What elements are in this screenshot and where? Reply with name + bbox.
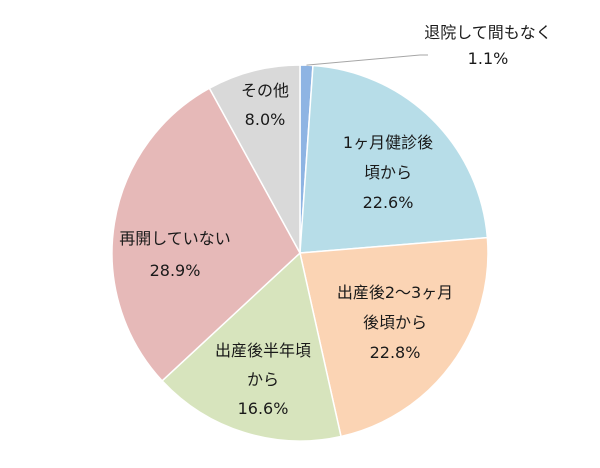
slice-label-line: 1.1% (468, 49, 509, 68)
slice-label-line: 28.9% (150, 261, 201, 280)
pie-slice-3 (161, 251, 342, 442)
slice-label-line: 1ヶ月健診後 (343, 133, 433, 152)
pie-slice-2 (299, 236, 489, 438)
pie-slice-5 (208, 64, 301, 254)
slice-label-2: 出産後2～3ヶ月後頃から 22.8% (337, 283, 453, 362)
slice-label-line: 後頃から (363, 313, 427, 332)
slice-label-line: 22.6% (363, 193, 414, 212)
slice-label-3: 出産後半年頃から 16.6% (215, 341, 311, 418)
pie-slice-1 (299, 64, 489, 254)
slice-label-line: 退院して間もなく (424, 23, 552, 42)
slice-label-line: から (247, 370, 279, 389)
leader-lines (306, 54, 428, 66)
slice-label-line: 出産後半年頃 (215, 341, 311, 360)
slice-labels: 退院して間もなく 1.1% 1ヶ月健診後頃から 22.6% 出産後2～3ヶ月後頃から 22… (119, 23, 552, 418)
slice-label-5: その他 8.0% (241, 81, 289, 129)
slice-label-line: 出産後2～3ヶ月 (337, 283, 453, 302)
pie-slices (111, 64, 489, 442)
slice-label-line: 8.0% (245, 110, 286, 129)
slice-label-line: 16.6% (238, 399, 289, 418)
slice-label-line: 22.8% (370, 343, 421, 362)
slice-label-0: 退院して間もなく 1.1% (424, 23, 552, 68)
slice-label-line: 再開していない (119, 229, 231, 248)
slice-label-line: その他 (241, 81, 289, 100)
slice-label-1: 1ヶ月健診後頃から 22.6% (343, 133, 433, 212)
pie-slice-4 (111, 87, 301, 382)
leader-line (306, 54, 428, 66)
slice-label-4: 再開していない 28.9% (119, 229, 231, 280)
slice-label-line: 頃から (364, 163, 412, 182)
